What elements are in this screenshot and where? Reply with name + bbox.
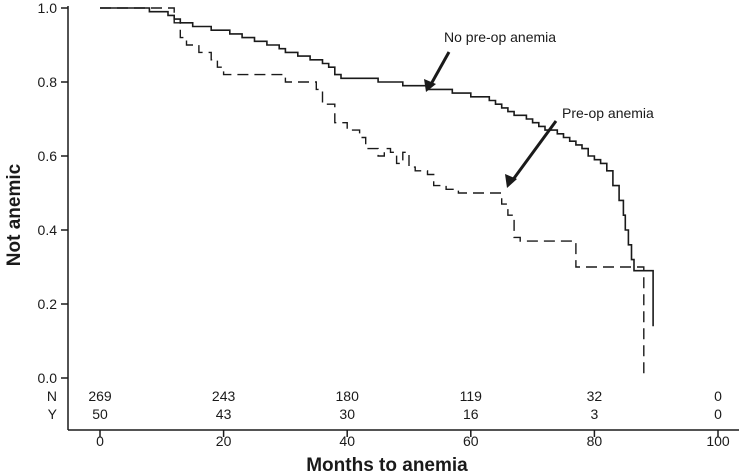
- risk-row-label: N: [47, 388, 57, 404]
- x-tick-label: 80: [587, 433, 603, 449]
- annotation-preop-label: Pre-op anemia: [562, 105, 654, 121]
- y-axis-title: Not anemic: [4, 163, 25, 266]
- risk-value: 0: [714, 406, 722, 422]
- risk-value: 30: [339, 406, 355, 422]
- y-ticks: 0.0 0.2 0.4 0.6 0.8 1.0: [38, 0, 68, 386]
- annotation-no-preop-arrow: [428, 51, 451, 87]
- x-tick-label: 20: [216, 433, 232, 449]
- axes: [67, 6, 739, 431]
- series-layer: [100, 7, 654, 378]
- x-axis-title: Months to anemia: [306, 455, 468, 476]
- y-tick-label: 0.6: [38, 148, 58, 164]
- y-tick-label: 0.2: [38, 296, 58, 312]
- y-tick-label: 1.0: [38, 0, 58, 16]
- x-tick-label: 40: [339, 433, 355, 449]
- y-tick-label: 0.4: [38, 222, 58, 238]
- risk-row-label: Y: [48, 406, 58, 422]
- x-tick-label: 0: [96, 433, 104, 449]
- annotation-no-preop: No pre-op anemia: [424, 29, 556, 92]
- risk-value: 50: [92, 406, 108, 422]
- x-tick-label: 100: [706, 433, 730, 449]
- risk-value: 3: [591, 406, 599, 422]
- annotation-no-preop-label: No pre-op anemia: [444, 29, 556, 45]
- risk-value: 43: [216, 406, 232, 422]
- risk-value: 119: [460, 388, 483, 404]
- annotation-preop-arrowhead: [505, 174, 517, 188]
- y-tick-label: 0.8: [38, 74, 58, 90]
- risk-value: 269: [88, 388, 112, 404]
- x-ticks: 0 20 40 60 80 100: [96, 430, 730, 449]
- risk-table: N 269 243 180 119 32 0Y 50 43 30 16 3 0: [47, 388, 722, 422]
- series-line-preop-anemia: [100, 7, 645, 378]
- risk-value: 32: [587, 388, 603, 404]
- annotation-preop: Pre-op anemia: [505, 105, 654, 188]
- series-line-no-preop-anemia: [100, 7, 654, 327]
- x-tick-label: 60: [463, 433, 479, 449]
- risk-value: 243: [212, 388, 236, 404]
- y-tick-label: 0.0: [38, 370, 58, 386]
- risk-value: 16: [463, 406, 479, 422]
- risk-value: 180: [336, 388, 360, 404]
- risk-value: 0: [714, 388, 722, 404]
- annotation-preop-arrow: [510, 120, 558, 182]
- annotation-no-preop-arrowhead: [424, 79, 436, 92]
